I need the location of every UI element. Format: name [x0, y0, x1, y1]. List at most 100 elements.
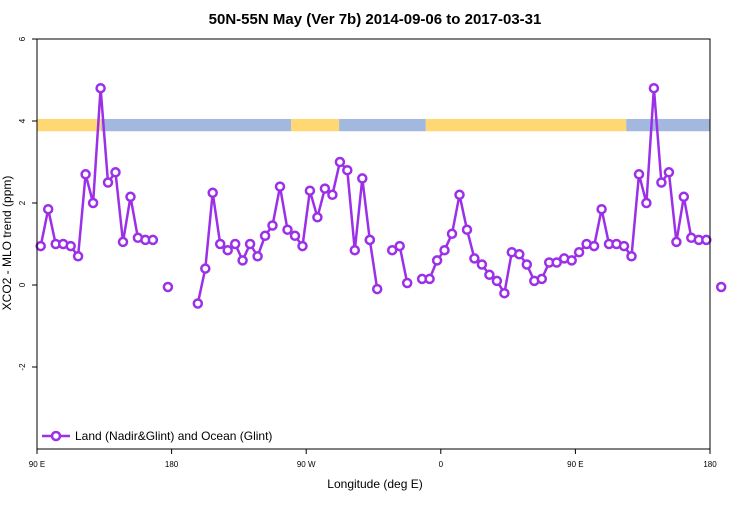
data-point [446, 228, 458, 240]
band-land-2 [291, 118, 340, 132]
data-point [125, 191, 136, 203]
x-tick-label: 90 W [297, 460, 316, 469]
data-point [364, 234, 376, 246]
data-point [237, 255, 248, 266]
legend-entry-label: Land (Nadir&Glint) and Ocean (Glint) [75, 429, 272, 443]
y-tick-label: 2 [18, 200, 27, 205]
data-point [656, 177, 667, 188]
data-point [454, 189, 465, 201]
data-point [461, 224, 473, 235]
data-point [192, 298, 204, 309]
data-point [701, 234, 712, 246]
data-point [386, 244, 398, 256]
data-point [439, 244, 450, 256]
data-point [72, 251, 84, 262]
data-point [102, 177, 114, 188]
data-point [289, 230, 301, 242]
x-axis-label: Longitude (deg E) [327, 477, 422, 491]
data-point [641, 197, 652, 209]
data-point [536, 273, 548, 285]
chart-title: 50N-55N May (Ver 7b) 2014-09-06 to 2017-… [209, 11, 542, 28]
data-point [349, 244, 361, 256]
band-land-4 [425, 118, 627, 132]
data-point [648, 82, 660, 94]
data-point [499, 287, 510, 299]
band-ocean-1 [101, 118, 292, 132]
series-line-0-0 [39, 86, 146, 258]
data-point [80, 169, 91, 180]
data-point [274, 181, 286, 192]
y-tick-label: -2 [18, 363, 27, 371]
axes: 90 E 180 90 W 0 90 E 180 -2 0 2 4 6 [18, 36, 717, 469]
data-point [671, 236, 682, 248]
data-point [147, 234, 159, 246]
series-line-0-4 [368, 239, 379, 290]
y-tick-label: 6 [18, 36, 27, 41]
data-point [424, 273, 435, 285]
band-ocean-5 [626, 118, 710, 132]
data-point [87, 197, 99, 209]
data-point [229, 238, 241, 250]
data-point [200, 263, 211, 274]
data-point [514, 249, 525, 260]
data-point [244, 238, 256, 250]
x-tick-label: 0 [439, 460, 444, 469]
data-point [252, 251, 263, 262]
data-point [214, 238, 226, 250]
data-point [469, 253, 480, 264]
data-point [110, 167, 121, 178]
data-point [162, 281, 174, 293]
data-point [401, 277, 413, 289]
x-tick-label: 180 [165, 460, 179, 469]
data-point [42, 203, 54, 215]
data-point [596, 203, 607, 215]
data-point [357, 173, 368, 184]
data-point [633, 169, 645, 180]
data-point [282, 224, 293, 235]
data-point [551, 257, 562, 268]
y-tick-label: 0 [18, 282, 27, 287]
data-point [65, 240, 76, 252]
series-layer [35, 82, 727, 309]
data-point [566, 255, 577, 266]
data-point [222, 244, 233, 256]
data-point [207, 187, 218, 199]
y-axis-label: XCO2 - MLO trend (ppm) [0, 176, 14, 311]
data-point [334, 156, 346, 168]
x-tick-label: 180 [703, 460, 717, 469]
data-point [491, 275, 503, 287]
data-point [312, 212, 323, 223]
data-point [95, 82, 106, 94]
data-point [35, 240, 46, 252]
data-point [715, 281, 727, 293]
data-point [394, 240, 405, 252]
band-land-0 [37, 118, 102, 132]
x-tick-label: 90 E [29, 460, 45, 469]
plot-frame [36, 38, 711, 450]
data-point [626, 251, 637, 262]
data-point [117, 236, 129, 248]
data-point [319, 183, 331, 194]
data-point [484, 269, 495, 281]
band-ocean-3 [339, 118, 426, 132]
data-point [259, 230, 271, 242]
legend-marker-swatch [50, 430, 62, 442]
data-point [327, 189, 338, 201]
data-point [342, 164, 353, 176]
data-point [267, 220, 278, 231]
data-point [588, 240, 600, 252]
data-point [304, 185, 316, 196]
data-point [371, 283, 383, 295]
y-tick-label: 4 [18, 118, 27, 123]
data-point [431, 255, 443, 266]
data-point [573, 246, 585, 258]
data-point [521, 259, 533, 270]
data-point [297, 240, 308, 252]
data-point [618, 240, 630, 252]
data-point [476, 259, 488, 270]
data-point [663, 167, 675, 178]
surface-band [37, 118, 710, 132]
data-point [678, 191, 690, 203]
